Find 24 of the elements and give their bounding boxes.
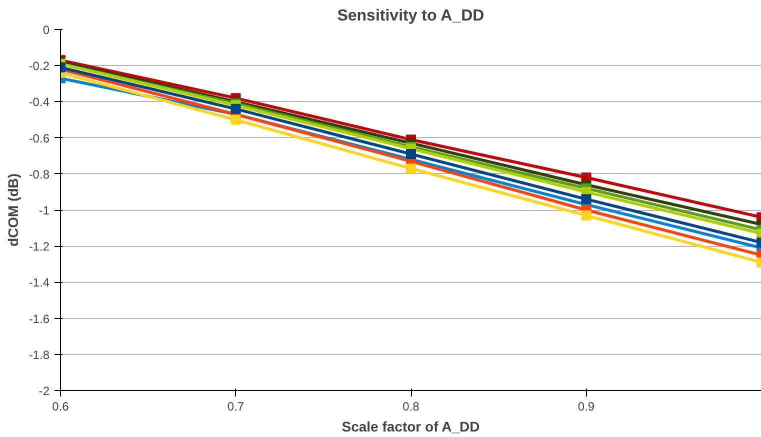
point <box>581 194 592 204</box>
y-tick-label: -0.2 <box>28 59 50 74</box>
y-tick-label: 0 <box>42 23 50 37</box>
y-tick-label: -0.8 <box>28 167 50 182</box>
point <box>581 210 592 220</box>
point <box>230 104 241 114</box>
x-axis-title: Scale factor of A_DD <box>342 418 480 434</box>
point <box>230 114 241 125</box>
y-tick-label: -1.2 <box>28 240 50 254</box>
x-tick-label: 0.6 <box>52 400 70 414</box>
y-tick-label: -1.4 <box>28 276 50 290</box>
point <box>406 149 416 160</box>
y-tick-label: -1 <box>38 204 50 218</box>
x-tick-label: 0.8 <box>402 400 420 414</box>
chart-title: Sensitivity to A_DD <box>337 8 484 24</box>
y-tick-label: -1.8 <box>28 348 50 362</box>
x-tick-label: 0.7 <box>227 400 244 414</box>
y-tick-label: -0.6 <box>28 131 50 146</box>
y-axis-title: dCOM (dB) <box>4 173 21 247</box>
point <box>406 163 416 174</box>
y-tick-label: -0.4 <box>28 95 50 110</box>
y-tick-label: -1.6 <box>28 312 50 326</box>
x-tick-label: 0.9 <box>578 400 595 414</box>
y-tick-label: -2 <box>38 384 50 398</box>
